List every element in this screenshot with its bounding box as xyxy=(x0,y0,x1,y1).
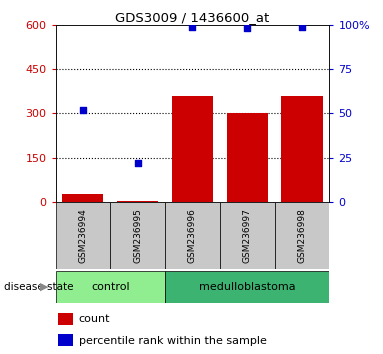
Bar xyxy=(282,96,322,202)
Point xyxy=(244,25,250,31)
Point xyxy=(135,160,141,166)
Bar xyxy=(56,202,110,269)
Bar xyxy=(220,202,275,269)
Text: control: control xyxy=(91,282,129,292)
Point xyxy=(190,24,196,29)
Title: GDS3009 / 1436600_at: GDS3009 / 1436600_at xyxy=(115,11,270,24)
Bar xyxy=(275,202,329,269)
Text: GSM236998: GSM236998 xyxy=(298,208,306,263)
Point xyxy=(299,24,305,29)
Text: medulloblastoma: medulloblastoma xyxy=(199,282,296,292)
Bar xyxy=(58,334,73,346)
Bar xyxy=(58,313,73,325)
Text: GSM236995: GSM236995 xyxy=(133,208,142,263)
Text: percentile rank within the sample: percentile rank within the sample xyxy=(79,336,267,346)
Text: count: count xyxy=(79,314,110,325)
Bar xyxy=(165,202,220,269)
Bar xyxy=(56,271,165,303)
Bar xyxy=(172,96,213,202)
Text: GSM236997: GSM236997 xyxy=(243,208,252,263)
Bar xyxy=(62,194,103,202)
Text: disease state: disease state xyxy=(4,282,73,292)
Bar xyxy=(165,271,329,303)
Text: GSM236994: GSM236994 xyxy=(79,208,87,263)
Text: GSM236996: GSM236996 xyxy=(188,208,197,263)
Bar xyxy=(117,201,158,202)
Text: ▶: ▶ xyxy=(40,282,49,292)
Point xyxy=(80,107,86,113)
Bar xyxy=(227,113,268,202)
Bar xyxy=(110,202,165,269)
